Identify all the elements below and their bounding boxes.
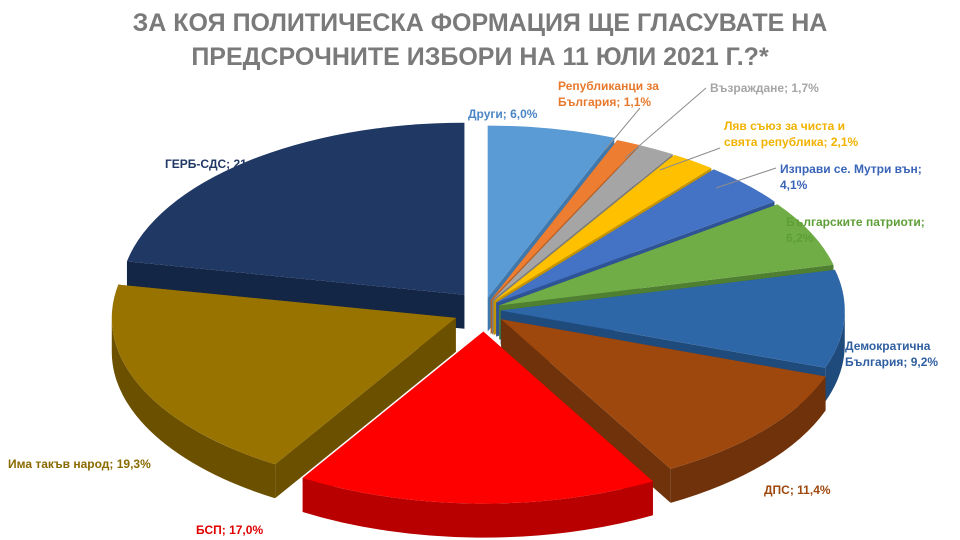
- leader-line-4: [659, 147, 721, 171]
- leader-line-5: [715, 167, 777, 189]
- slice-label-7-line-1: Демократична: [845, 339, 931, 353]
- slice-6[interactable]: [499, 204, 834, 306]
- slice-label-6: Българските патриоти; 6,2%: [786, 215, 925, 245]
- slice-side-8: [670, 376, 826, 503]
- slice-11[interactable]: [126, 122, 465, 295]
- slice-label-1-line-1: Други; 6,0%: [468, 107, 538, 121]
- slice-label-4-line-1: Ляв съюз за чиста и: [724, 119, 845, 133]
- slice-label-4-line-2: свята република; 2,1%: [724, 135, 859, 149]
- slice-wall-10-1: [275, 317, 456, 499]
- slice-label-2: Републиканци за България; 1,1%: [558, 79, 659, 109]
- slice-label-3: Възраждане; 1,7%: [710, 81, 819, 95]
- slice-labels: Други; 6,0% Републиканци за България; 1,1%…: [8, 79, 938, 537]
- slice-label-7-line-2: България; 9,2%: [845, 355, 938, 369]
- slice-label-6-line-2: 6,2%: [786, 231, 814, 245]
- slice-label-9: БСП; 17,0%: [196, 523, 263, 537]
- slice-1[interactable]: [487, 125, 615, 298]
- slice-label-7: Демократична България; 9,2%: [845, 339, 938, 369]
- slice-label-11-line-1: ГЕРБ-СДС; 21,9%: [165, 157, 268, 171]
- slice-label-9-line-1: БСП; 17,0%: [196, 523, 263, 537]
- slice-label-8: ДПС; 11,4%: [764, 483, 831, 497]
- slice-side-7: [825, 310, 845, 402]
- slice-4[interactable]: [493, 154, 712, 302]
- slice-label-6-line-1: Българските патриоти;: [786, 215, 925, 229]
- slice-label-3-line-1: Възраждане; 1,7%: [710, 81, 819, 95]
- slice-8[interactable]: [501, 319, 826, 469]
- slice-2[interactable]: [490, 140, 640, 301]
- slice-5[interactable]: [496, 169, 775, 303]
- slice-9[interactable]: [302, 331, 653, 504]
- slice-label-8-line-1: ДПС; 11,4%: [764, 483, 831, 497]
- slice-side-9: [302, 477, 653, 538]
- label-leaders: [604, 87, 777, 189]
- slice-label-11: ГЕРБ-СДС; 21,9%: [165, 157, 268, 171]
- slice-10[interactable]: [111, 284, 456, 465]
- leader-line-2: [604, 107, 641, 151]
- slice-wall-8-2: [501, 319, 671, 503]
- slice-label-2-line-2: България; 1,1%: [558, 95, 651, 109]
- slice-label-10: Има такъв народ; 19,3%: [8, 457, 151, 471]
- chart-title: ЗА КОЯ ПОЛИТИЧЕСКА ФОРМАЦИЯ ЩЕ ГЛАСУВАТЕ…: [0, 6, 960, 74]
- chart-title-line-2: ПРЕДСРОЧНИТЕ ИЗБОРИ НА 11 ЮЛИ 2021 Г.?*: [191, 43, 769, 71]
- slice-3[interactable]: [492, 145, 673, 301]
- slice-label-5-line-1: Изправи се. Мутри вън;: [780, 162, 922, 176]
- slice-label-1: Други; 6,0%: [468, 107, 538, 121]
- slice-label-5: Изправи се. Мутри вън; 4,1%: [780, 162, 922, 192]
- slice-label-2-line-1: Републиканци за: [558, 79, 659, 93]
- slice-label-5-line-2: 4,1%: [780, 178, 808, 192]
- slice-side-10: [111, 317, 276, 499]
- slice-7[interactable]: [500, 269, 845, 368]
- chart-title-line-1: ЗА КОЯ ПОЛИТИЧЕСКА ФОРМАЦИЯ ЩЕ ГЛАСУВАТЕ…: [132, 9, 828, 37]
- slice-label-4: Ляв съюз за чиста и свята република; 2,1%: [724, 119, 859, 149]
- slice-label-10-line-1: Има такъв народ; 19,3%: [8, 457, 151, 471]
- pie-tops: [111, 122, 845, 504]
- leader-line-3: [624, 87, 707, 159]
